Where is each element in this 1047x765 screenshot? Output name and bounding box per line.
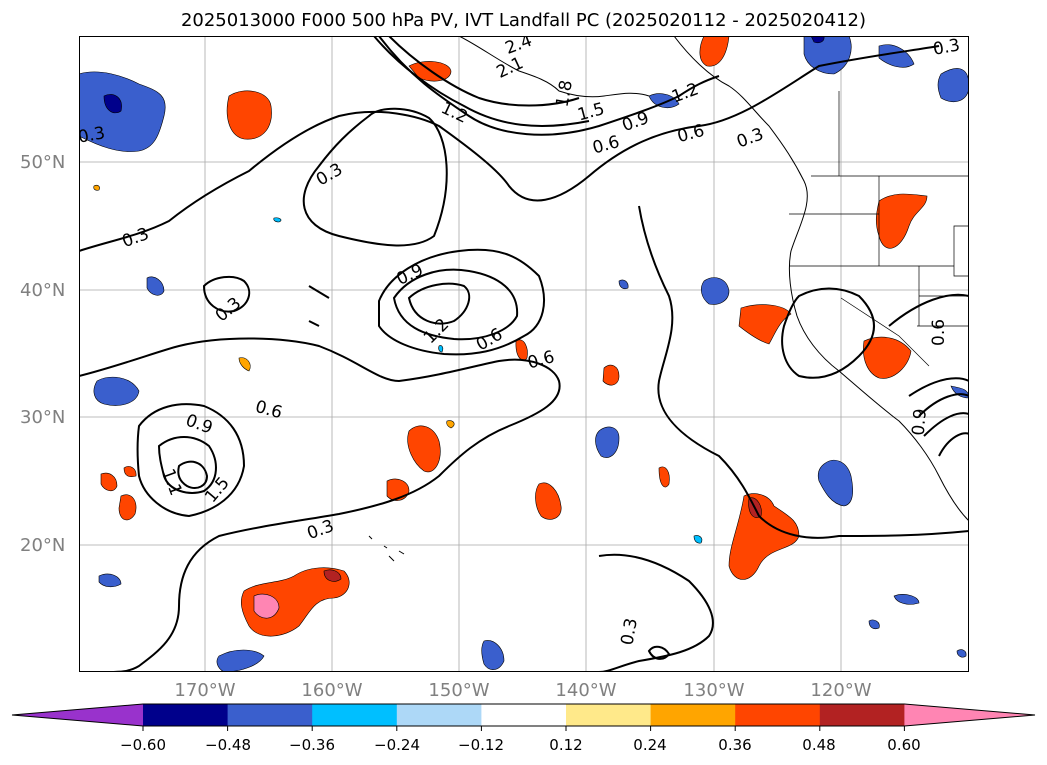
colorbar-extend-max <box>904 704 1035 726</box>
map-panel: 2.4 2.1 1.8 1.5 1.2 0.9 0.6 0.3 0.3 0.3 … <box>79 36 969 672</box>
coastlines <box>368 36 969 562</box>
colorbar-segment <box>481 704 567 726</box>
graticule <box>79 36 969 672</box>
colorbar-segment <box>819 704 905 726</box>
colorbar-tick-label: 0.60 <box>887 736 921 754</box>
pv-contours <box>79 36 969 672</box>
colorbar-segment <box>735 704 821 726</box>
contour-label: 0.6 <box>929 319 949 346</box>
colorbar-tick-label: 0.36 <box>718 736 752 754</box>
colorbar-ticks <box>142 726 905 731</box>
map-title: 2025013000 F000 500 hPa PV, IVT Landfall… <box>180 10 867 31</box>
lat-label: 50°N <box>20 152 66 173</box>
colorbar-tick-label: 0.24 <box>633 736 667 754</box>
lon-label: 160°W <box>301 680 363 701</box>
colorbar-tick-label: −0.36 <box>289 736 335 754</box>
lon-label: 150°W <box>428 680 490 701</box>
contour-label: 0.3 <box>931 36 961 60</box>
colorbar-tick-label: −0.24 <box>374 736 420 754</box>
map-border <box>79 36 969 672</box>
contour-label: 0.9 <box>909 408 931 437</box>
colorbar-segment <box>312 704 398 726</box>
colorbar-segment <box>227 704 313 726</box>
colorbar-tick-label: −0.60 <box>120 736 166 754</box>
lon-label: 130°W <box>683 680 745 701</box>
contour-label: 1.8 <box>552 79 576 109</box>
lat-label: 20°N <box>20 535 66 556</box>
contour-label: 0.3 <box>617 617 641 647</box>
lat-label: 40°N <box>20 280 66 301</box>
ivt-positive-patches <box>93 36 928 637</box>
contour-label: 0.3 <box>79 123 107 147</box>
colorbar-segment <box>143 704 229 726</box>
colorbar-segment <box>650 704 736 726</box>
lon-label: 140°W <box>555 680 617 701</box>
lat-label: 30°N <box>20 407 66 428</box>
colorbar-tick-label: 0.12 <box>549 736 583 754</box>
lon-label: 120°W <box>810 680 872 701</box>
lon-label: 170°W <box>174 680 236 701</box>
colorbar-extend-min <box>12 704 143 726</box>
colorbar <box>11 703 1036 731</box>
colorbar-segments <box>11 703 1036 727</box>
colorbar-tick-label: −0.12 <box>458 736 504 754</box>
colorbar-tick-label: 0.48 <box>802 736 836 754</box>
colorbar-tick-label: −0.48 <box>205 736 251 754</box>
colorbar-segment <box>566 704 652 726</box>
colorbar-segment <box>396 704 482 726</box>
